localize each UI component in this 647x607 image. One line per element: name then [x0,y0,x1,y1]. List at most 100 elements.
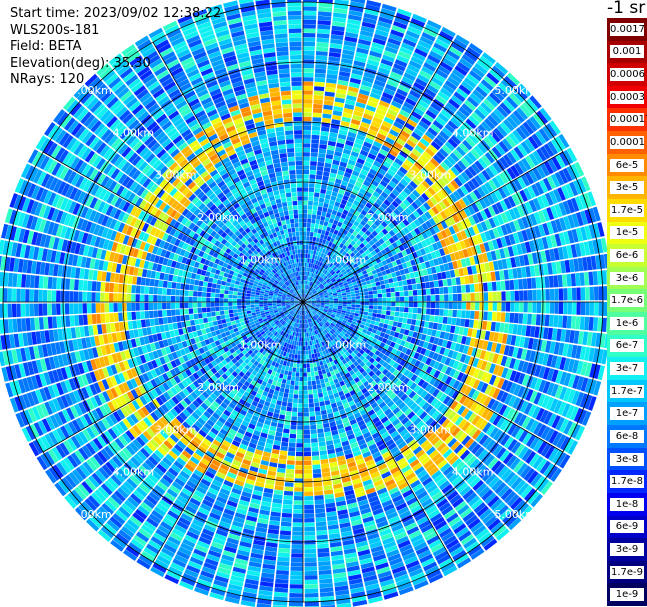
data-cell [554,288,559,301]
data-cell [336,142,345,149]
data-cell [314,490,324,496]
data-cell [311,289,316,293]
data-cell [480,184,490,195]
data-cell [446,340,453,349]
data-cell [236,508,248,515]
data-cell [402,218,410,227]
data-cell [365,420,374,428]
data-cell [367,424,376,432]
data-cell [317,323,322,328]
data-cell [287,451,296,457]
data-cell [319,284,324,289]
data-cell [391,188,400,197]
data-cell [261,371,267,377]
data-cell [380,383,388,390]
data-cell [344,333,350,338]
data-cell [319,261,323,267]
data-cell [212,537,226,546]
data-cell [492,353,499,364]
data-cell [466,473,478,485]
data-cell [304,284,306,289]
data-cell [536,165,546,179]
data-cell [306,222,311,228]
data-cell [315,251,319,256]
data-cell [392,321,398,327]
data-cell [333,219,339,226]
data-cell [493,376,501,387]
data-cell [304,306,307,310]
data-cell [475,86,488,98]
data-cell [331,209,338,216]
data-cell [395,117,406,126]
data-cell [312,330,316,336]
data-cell [416,490,428,500]
data-cell [329,351,334,357]
data-cell [600,237,608,253]
data-cell [294,473,303,479]
data-cell [277,334,282,339]
data-cell [356,380,363,387]
data-cell [475,417,485,428]
data-cell [503,247,510,258]
data-cell [413,243,420,252]
data-cell [316,530,328,536]
data-cell [379,62,392,71]
data-cell [506,334,513,345]
data-cell [294,381,299,386]
data-cell [529,420,539,433]
data-cell [295,372,300,377]
data-cell [332,291,337,294]
data-cell [184,534,198,544]
data-cell [396,205,404,213]
data-cell [295,376,300,382]
data-cell [550,173,561,188]
data-cell [308,336,312,341]
data-cell [377,302,383,306]
data-cell [267,533,279,539]
data-cell [241,439,250,447]
data-cell [209,545,223,554]
data-cell [416,44,430,54]
data-cell [310,296,315,299]
data-cell [307,205,313,210]
data-cell [293,496,303,501]
data-cell [534,364,542,377]
data-cell [402,38,417,48]
data-cell [340,268,346,274]
data-cell [303,434,311,439]
data-cell [333,300,339,302]
data-cell [428,351,435,359]
data-cell [340,314,345,318]
data-cell [328,52,341,58]
data-cell [318,251,322,257]
data-cell [438,429,448,439]
data-cell [324,230,330,236]
data-cell [314,402,320,408]
data-cell [307,302,312,304]
data-cell [525,118,538,132]
data-cell [213,475,225,484]
data-cell [451,519,464,531]
data-cell [422,134,433,144]
data-cell [267,392,273,399]
data-cell [337,231,343,237]
data-cell [309,363,314,368]
data-cell [336,386,343,393]
data-cell [328,307,333,310]
data-cell [497,366,505,377]
data-cell [347,18,361,26]
data-cell [413,302,418,308]
data-cell [465,336,472,346]
data-cell [303,341,306,346]
data-cell [347,280,353,285]
data-cell [484,362,492,372]
data-cell [399,291,405,297]
data-cell [488,476,500,488]
data-cell [303,376,308,382]
data-cell [250,438,258,445]
data-cell [570,244,578,258]
data-cell [433,137,444,147]
data-cell [385,438,395,447]
data-cell [421,402,430,411]
data-cell [312,310,317,314]
